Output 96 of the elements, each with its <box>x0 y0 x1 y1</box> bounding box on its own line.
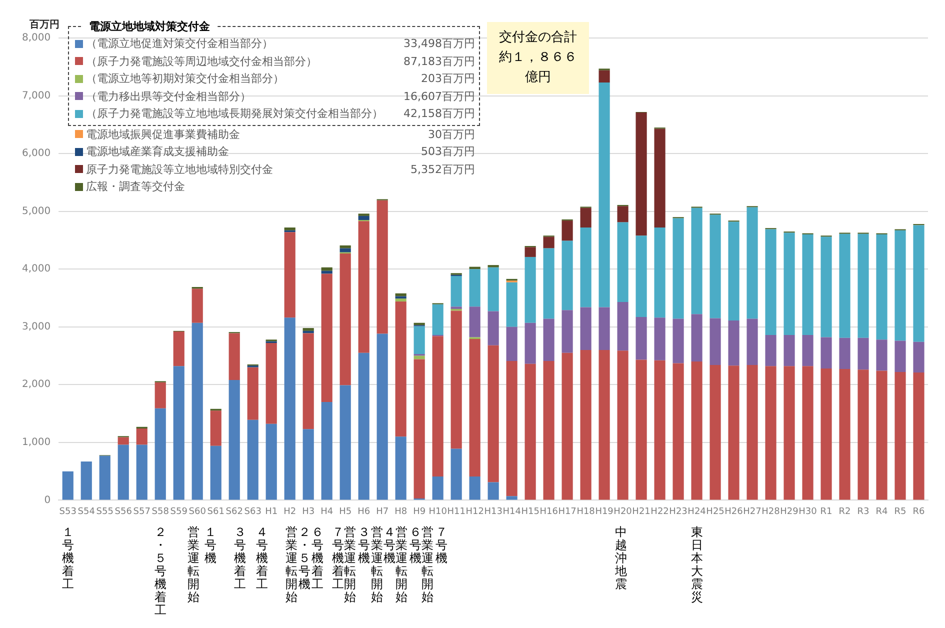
x-tick-label: R3 <box>857 506 870 517</box>
x-tick-label: H11 <box>447 506 466 517</box>
x-tick-label: H22 <box>650 506 669 517</box>
text: ２・５号機 <box>298 525 311 592</box>
y-tick-label: 4,000 <box>22 264 51 275</box>
text: 営業運転開始 <box>344 525 356 604</box>
text: 営業運転開始 <box>422 525 434 604</box>
y-tick-label: 7,000 <box>22 90 51 102</box>
x-tick-label: H4 <box>320 506 334 517</box>
x-tick-label: S61 <box>207 506 224 517</box>
x-tick-label: H9 <box>413 506 426 517</box>
y-tick-label: 6,000 <box>22 148 51 160</box>
annotation: 16,607百万円 <box>404 88 475 104</box>
x-tick-label: R2 <box>838 506 851 517</box>
legend-label: （電源立地等初期対策交付金相当部分） <box>86 71 285 86</box>
annotation: 33,498百万円 <box>404 36 475 52</box>
x-tick-label: R4 <box>876 506 888 517</box>
x-tick-label: H18 <box>576 506 596 517</box>
legend-label: 原子力発電施設等立地地域特別交付金 <box>86 162 274 177</box>
x-tick-label: H30 <box>798 506 818 517</box>
text: １号機 <box>204 525 216 566</box>
annotation: 203百万円 <box>421 71 475 86</box>
legend-label: 電源地域振興促進事業費補助金 <box>86 126 241 142</box>
x-tick-label: S62 <box>226 506 243 517</box>
x-tick-label: H25 <box>706 506 724 517</box>
text: ３号機着工 <box>234 525 246 592</box>
x-tick-label: R1 <box>820 506 832 517</box>
x-tick-label: H16 <box>540 506 558 517</box>
x-tick-label: S57 <box>133 506 150 517</box>
text: 営業運転開始 <box>188 525 200 604</box>
x-tick-label: S54 <box>78 506 96 517</box>
x-tick-label: S56 <box>114 506 132 517</box>
x-tick-label: H7 <box>376 506 389 517</box>
x-tick-label: S55 <box>96 506 114 517</box>
x-tick-label: H23 <box>669 506 688 517</box>
text: 営業運転開始 <box>396 525 408 604</box>
text: 東日本大震災 <box>690 525 703 604</box>
x-tick-label: H28 <box>762 506 780 517</box>
x-tick-label: H6 <box>358 506 370 517</box>
text: ７号機 <box>436 525 448 566</box>
x-tick-label: H12 <box>466 506 484 517</box>
x-tick-label: R6 <box>912 506 926 517</box>
legend-label: （原子力発電施設等周辺地域交付金相当部分） <box>86 54 318 69</box>
x-tick-label: S63 <box>244 506 262 517</box>
x-tick-label: H15 <box>521 506 540 517</box>
legend-label: 電源地域産業育成支援補助金 <box>86 144 230 160</box>
annotation: 30百万円 <box>428 126 475 142</box>
y-tick-label: 1,000 <box>22 437 51 448</box>
x-tick-label: S60 <box>188 506 206 517</box>
x-tick-label: H27 <box>743 506 762 517</box>
text: １号機着工 <box>62 525 74 592</box>
y-tick-label: 5,000 <box>22 206 51 217</box>
x-tick-label: H24 <box>688 506 706 517</box>
y-tick-label: 2,000 <box>22 379 51 390</box>
annotation: 5,352百万円 <box>410 162 475 177</box>
text: ４号機着工 <box>256 525 268 592</box>
y-tick-label: 3,000 <box>22 321 51 332</box>
text: ３号機 <box>358 525 370 566</box>
x-tick-label: H14 <box>502 506 522 517</box>
text: ６号機着工 <box>312 525 324 592</box>
legend-label: 広報・調査等交付金 <box>86 179 186 194</box>
x-tick-label: S58 <box>152 506 170 517</box>
x-tick-label: S59 <box>170 506 188 517</box>
x-tick-label: H2 <box>284 506 296 517</box>
annotation: 42,158百万円 <box>404 106 475 122</box>
legend-label: （原子力発電施設等立地地域長期発展対策交付金相当部分） <box>86 106 384 122</box>
x-tick-label: H3 <box>302 506 315 517</box>
x-tick-label: R5 <box>894 506 906 517</box>
text: ７号機着工 <box>332 525 344 592</box>
text: 中越沖地震 <box>614 525 627 592</box>
legend-title: 電源立地地域対策交付金 <box>83 19 216 34</box>
legend-label: （電力移出県等交付金相当部分） <box>86 88 252 104</box>
legend-label: （電源立地促進対策交付金相当部分） <box>86 36 274 52</box>
text: 営業運転開始 <box>370 525 383 604</box>
text: ２・５号機着工 <box>154 525 166 618</box>
text: ６号機 <box>410 525 422 566</box>
x-tick-label: H19 <box>595 506 614 517</box>
y-tick-label: 8,000 <box>22 32 51 44</box>
text: 営業運転開始 <box>286 525 298 604</box>
annotation: 交付金の合計約１，８６６億円 <box>487 22 589 94</box>
x-tick-label: H8 <box>394 506 408 517</box>
x-tick-label: H1 <box>265 506 278 517</box>
x-tick-label: H5 <box>339 506 352 517</box>
x-tick-label: H13 <box>484 506 502 517</box>
y-tick-label: 0 <box>44 494 51 506</box>
y-axis-title: 百万円 <box>28 20 60 31</box>
x-tick-label: H29 <box>780 506 799 517</box>
x-tick-label: H26 <box>724 506 744 517</box>
annotation: 503百万円 <box>421 144 475 160</box>
x-tick-label: H17 <box>558 506 576 517</box>
x-tick-label: H21 <box>632 506 650 517</box>
x-tick-label: H10 <box>428 506 448 517</box>
x-tick-label: S53 <box>59 506 76 517</box>
annotation: 87,183百万円 <box>404 54 475 69</box>
x-tick-label: H20 <box>614 506 632 517</box>
text: ４号機 <box>384 525 396 566</box>
